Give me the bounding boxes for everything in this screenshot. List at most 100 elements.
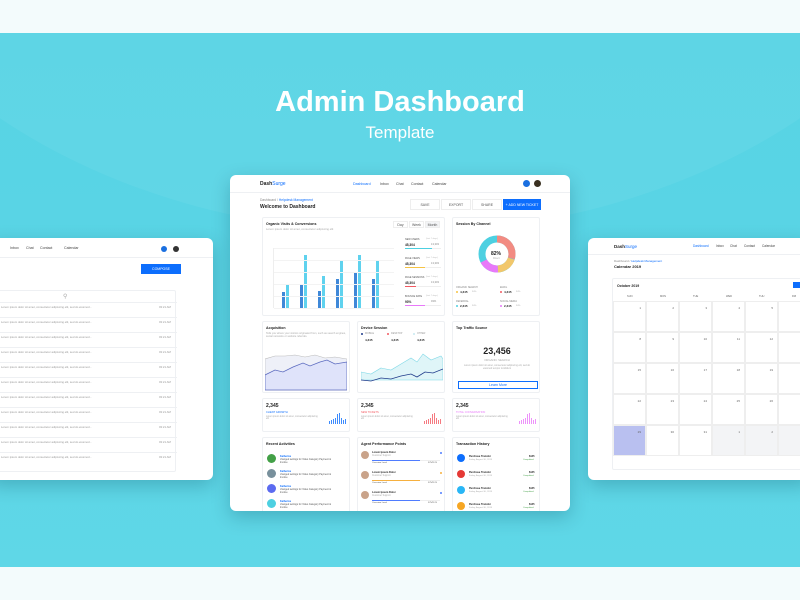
nav-chat[interactable]: Chat xyxy=(730,244,737,248)
notification-icon[interactable] xyxy=(161,246,167,252)
nav-chat[interactable]: Chat xyxy=(26,246,34,250)
mail-snippet: Lorem ipsum dolor sit amet, consectetur … xyxy=(1,320,92,324)
save-button[interactable]: SAVE xyxy=(410,199,440,210)
avatar xyxy=(267,484,276,493)
calendar-day[interactable]: 11 xyxy=(712,332,745,363)
calendar-day[interactable]: 8 xyxy=(613,332,646,363)
nav-contact[interactable]: Contact xyxy=(40,246,53,250)
mail-snippet: Lorem ipsum dolor sit amet, consectetur … xyxy=(1,350,92,354)
calendar-day[interactable]: 25 xyxy=(712,394,745,425)
mail-time: 03:21 AM xyxy=(159,410,171,414)
mail-snippet: Lorem ipsum dolor sit amet, consectetur … xyxy=(1,395,92,399)
calendar-day[interactable]: 19 xyxy=(745,363,778,394)
nav-contact[interactable]: Contact xyxy=(411,182,424,186)
weekday-label: TUE xyxy=(693,295,699,298)
tab-day[interactable]: Day xyxy=(393,221,408,228)
calendar-day[interactable]: 2 xyxy=(646,301,679,332)
organic-visits-card: Organic Visits & Conversions Lorem ipsum… xyxy=(262,217,445,316)
donut-value: 82% xyxy=(491,251,502,257)
calendar-day[interactable]: 3 xyxy=(679,301,712,332)
mail-snippet: Lorem ipsum dolor sit amet, consectetur … xyxy=(1,410,92,414)
calendar-day[interactable]: 15 xyxy=(613,363,646,394)
weekday-label: WED xyxy=(726,295,733,298)
share-button[interactable]: SHARE xyxy=(472,199,502,210)
card-title: Top Traffic Source xyxy=(456,326,488,330)
mail-snippet: Lorem ipsum dolor sit amet, consectetur … xyxy=(1,440,92,444)
mini-bar xyxy=(430,418,431,424)
calendar-day[interactable]: 26 xyxy=(745,394,778,425)
avatar[interactable] xyxy=(534,180,541,187)
calendar-day[interactable]: 31 xyxy=(679,425,712,456)
calendar-day[interactable]: 24 xyxy=(679,394,712,425)
calendar-day[interactable]: 29 xyxy=(613,425,646,456)
calendar-day[interactable]: 10 xyxy=(679,332,712,363)
avatar[interactable] xyxy=(173,246,179,252)
calendar-day[interactable]: 9 xyxy=(646,332,679,363)
transaction-icon xyxy=(457,486,465,494)
donut-segment-organic xyxy=(478,235,516,273)
calendar-day[interactable]: 30 xyxy=(646,425,679,456)
agent-progress xyxy=(372,500,420,501)
transaction-history-card: Transaction History Purchase Transfer Fri… xyxy=(452,437,540,511)
nav-calendar[interactable]: Calendar xyxy=(64,246,79,250)
card-title: Device Session xyxy=(361,326,388,330)
avatar xyxy=(267,454,276,463)
card-text: Tells you where your visitors originated… xyxy=(266,332,346,338)
calendar-day[interactable]: 17 xyxy=(679,363,712,394)
next-month-button[interactable] xyxy=(793,282,800,288)
nav-chat[interactable]: Chat xyxy=(396,182,404,186)
nav-calendar[interactable]: Calendar xyxy=(762,244,775,248)
calendar-day[interactable] xyxy=(778,332,800,363)
calendar-day[interactable]: 22 xyxy=(613,394,646,425)
calendar-day[interactable]: 4 xyxy=(712,301,745,332)
mail-list: ⚲ Lorem ipsum dolor sit amet, consectetu… xyxy=(0,290,177,472)
calendar-day[interactable]: 18 xyxy=(712,363,745,394)
calendar-day[interactable]: 16 xyxy=(646,363,679,394)
calendar-day[interactable]: 1 xyxy=(712,425,745,456)
nav-inbox[interactable]: Inbox xyxy=(380,182,389,186)
donut-label: Direct xyxy=(493,257,500,260)
learn-more-button[interactable]: Learn More xyxy=(458,381,538,389)
nav-dashboard[interactable]: Dashboard xyxy=(693,244,709,248)
stat-progress xyxy=(405,267,425,268)
bar-chart xyxy=(273,248,394,309)
calendar-day[interactable] xyxy=(778,363,800,394)
calendar-day[interactable]: 23 xyxy=(646,394,679,425)
tab-month[interactable]: Month xyxy=(425,221,440,228)
nav-inbox[interactable]: Inbox xyxy=(10,246,19,250)
calendar-day[interactable]: 5 xyxy=(745,301,778,332)
add-ticket-button[interactable]: + ADD NEW TICKET xyxy=(503,199,541,210)
calendar-day[interactable] xyxy=(778,394,800,425)
mini-bar xyxy=(438,420,439,424)
weekday-label: SUN xyxy=(627,295,633,298)
transaction-icon xyxy=(457,502,465,510)
mini-bar xyxy=(436,418,437,424)
card-title: Agent Performance Points xyxy=(361,442,407,446)
calendar-day[interactable]: 1 xyxy=(613,301,646,332)
nav-calendar[interactable]: Calendar xyxy=(432,182,447,186)
mail-time: 03:21 AM xyxy=(159,305,171,309)
calendar-day[interactable]: 12 xyxy=(745,332,778,363)
mini-bar xyxy=(434,413,435,424)
notification-icon[interactable] xyxy=(523,180,530,187)
calendar-day[interactable]: 2 xyxy=(745,425,778,456)
calendar-day[interactable] xyxy=(778,425,800,456)
recent-activities-card: Recent Activities Katherine changed setti… xyxy=(262,437,350,511)
mini-bar xyxy=(335,418,336,424)
compose-button[interactable]: COMPOSE xyxy=(141,264,181,274)
nav-contact[interactable]: Contact xyxy=(744,244,755,248)
nav-inbox[interactable]: Inbox xyxy=(716,244,724,248)
tab-week[interactable]: Week xyxy=(409,221,424,228)
avatar xyxy=(361,491,369,499)
mini-bar xyxy=(432,414,433,424)
mini-bar xyxy=(428,419,429,424)
session-by-channel-card: Session By Channel 82% Direct ORGANIC SE… xyxy=(452,217,540,316)
donut-segment-social xyxy=(478,235,516,273)
calendar-day[interactable] xyxy=(778,301,800,332)
agent-performance-card: Agent Performance Points Lorem Ipsum Dol… xyxy=(357,437,445,511)
export-button[interactable]: EXPORT xyxy=(441,199,471,210)
mail-snippet: Lorem ipsum dolor sit amet, consectetur … xyxy=(1,305,92,309)
nav-dashboard[interactable]: Dashboard xyxy=(353,182,371,186)
search-icon[interactable]: ⚲ xyxy=(63,294,68,300)
calendar: October 2019 SUN MON TUE WED THU FRI 1 2 3 4 5 8 9 10… xyxy=(612,278,800,470)
